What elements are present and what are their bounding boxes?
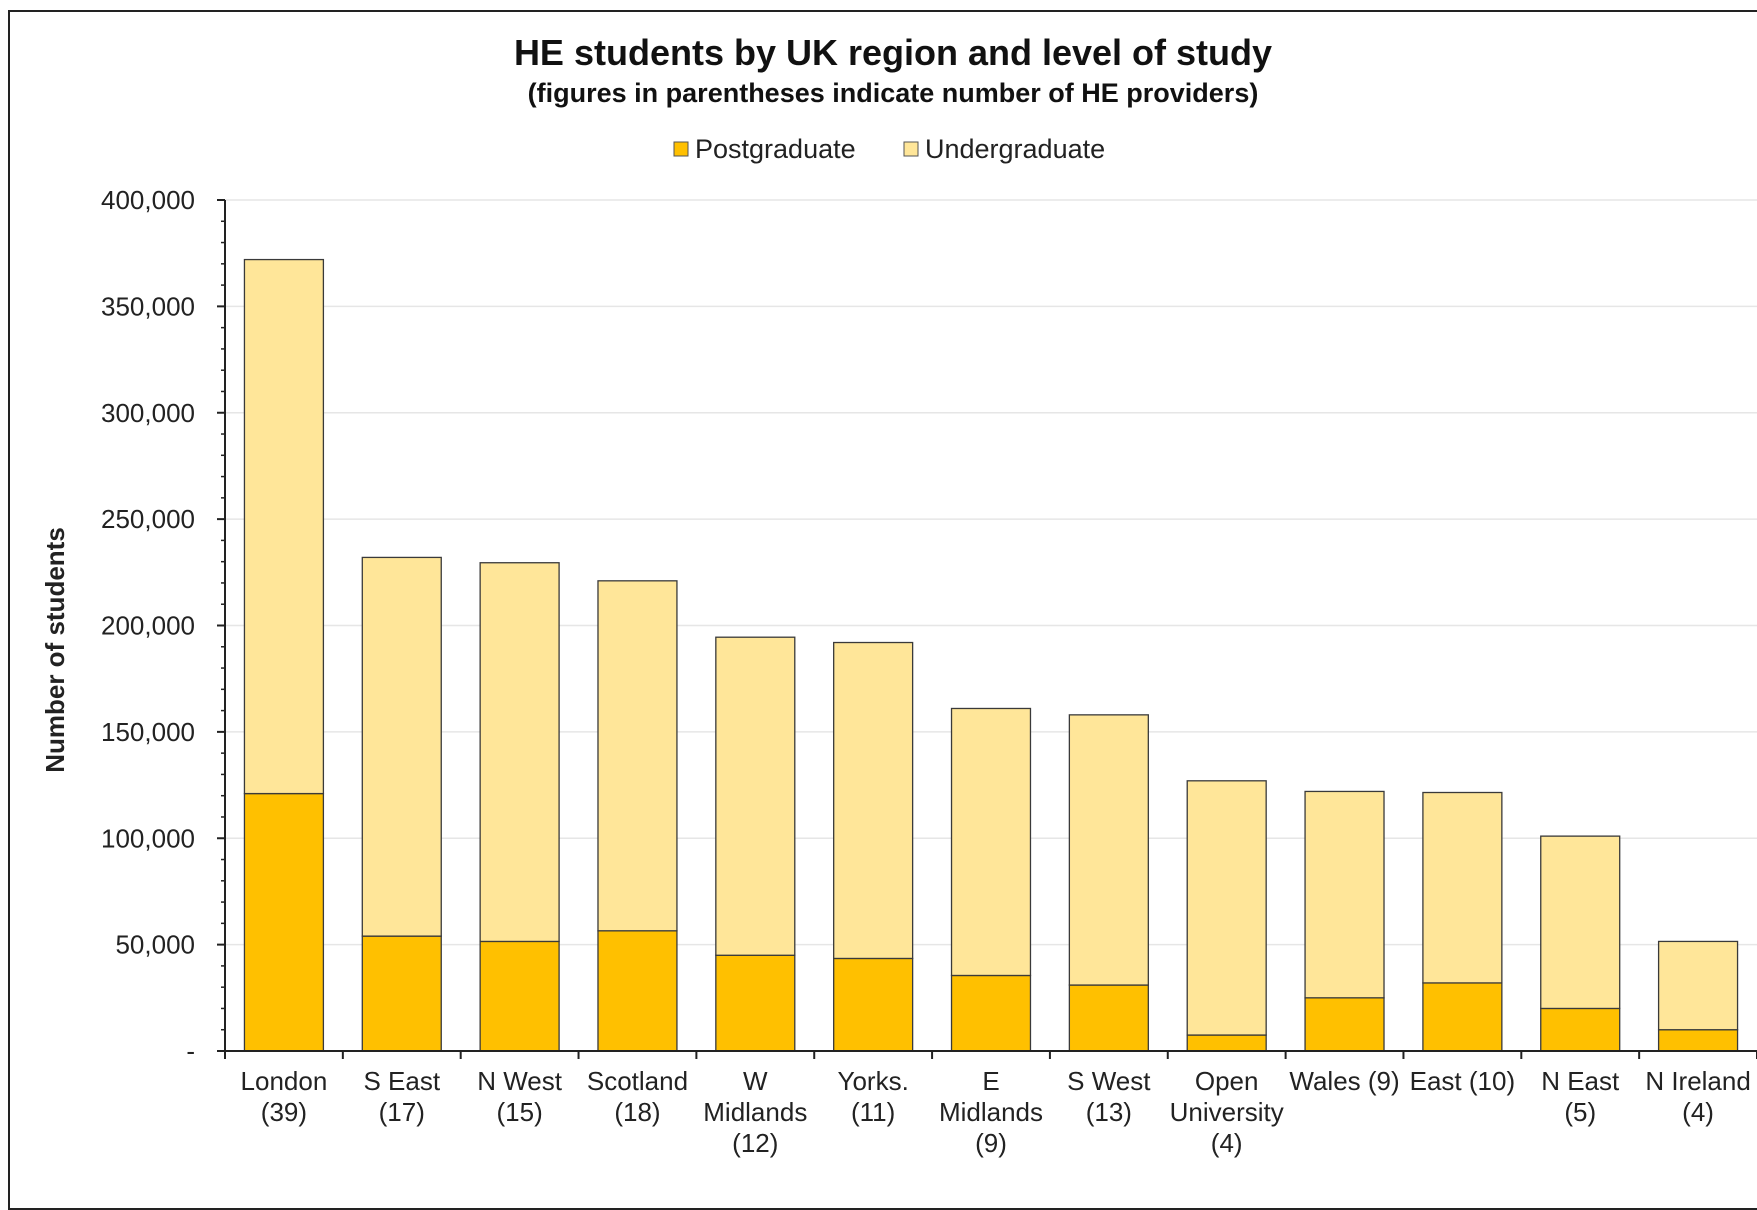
y-axis-title: Number of students bbox=[40, 527, 70, 773]
chart-subtitle: (figures in parentheses indicate number … bbox=[528, 78, 1259, 108]
bar-postgraduate bbox=[1068, 984, 1149, 1052]
bar-postgraduate bbox=[597, 930, 678, 1052]
bar-undergraduate bbox=[243, 258, 325, 795]
bars bbox=[243, 258, 1739, 1052]
bar-undergraduate bbox=[833, 641, 914, 960]
bar-postgraduate bbox=[243, 792, 325, 1052]
x-category-label: S West (13) bbox=[1067, 1066, 1151, 1127]
bar-undergraduate bbox=[1657, 940, 1739, 1031]
x-category-labels: London (39) S East (17) N West (15) Scotland (1… bbox=[241, 1066, 1751, 1158]
x-category-label: E Midlands (9) bbox=[939, 1066, 1043, 1158]
bar-undergraduate bbox=[1422, 791, 1503, 984]
bar-undergraduate bbox=[597, 580, 678, 932]
y-tick-labels: - 50,000 100,000 150,000 200,000 250,000 300,0… bbox=[101, 185, 195, 1066]
bar-undergraduate bbox=[1068, 714, 1149, 986]
stacked-bar-chart: HE students by UK region and level of st… bbox=[40, 32, 1757, 1158]
bar-undergraduate bbox=[1186, 780, 1267, 1036]
chart-frame: HE students by UK region and level of st… bbox=[8, 10, 1757, 1210]
x-category-label: S East (17) bbox=[363, 1066, 440, 1127]
bar-undergraduate bbox=[479, 562, 560, 943]
y-tick-label: 400,000 bbox=[101, 185, 195, 215]
bar-postgraduate bbox=[1422, 982, 1503, 1052]
bar-postgraduate bbox=[833, 957, 914, 1052]
x-category-label: Scotland (18) bbox=[587, 1066, 688, 1127]
x-category-label: London (39) bbox=[241, 1066, 328, 1127]
x-category-label: W Midlands (12) bbox=[703, 1066, 807, 1158]
bar-postgraduate bbox=[1304, 997, 1385, 1052]
axes bbox=[217, 199, 1757, 1059]
x-category-label: N East (5) bbox=[1541, 1066, 1620, 1127]
bar-undergraduate bbox=[361, 556, 442, 937]
legend-label-undergraduate: Undergraduate bbox=[925, 134, 1105, 164]
bar-undergraduate bbox=[950, 707, 1032, 977]
bar-undergraduate bbox=[1304, 790, 1385, 999]
bar-undergraduate bbox=[1540, 835, 1621, 1010]
x-category-label: N West (15) bbox=[477, 1066, 563, 1127]
x-category-label: N Ireland (4) bbox=[1645, 1066, 1751, 1127]
bar-postgraduate bbox=[1186, 1034, 1267, 1052]
legend-swatch-postgraduate bbox=[673, 141, 689, 157]
bar-postgraduate bbox=[715, 954, 796, 1052]
y-tick-label: 100,000 bbox=[101, 823, 195, 853]
legend-label-postgraduate: Postgraduate bbox=[695, 134, 856, 164]
y-tick-label: - bbox=[186, 1036, 195, 1066]
bar-undergraduate bbox=[715, 636, 796, 956]
x-category-label: Wales (9) bbox=[1289, 1066, 1399, 1096]
bar-postgraduate bbox=[479, 940, 560, 1052]
bar-postgraduate bbox=[361, 935, 442, 1052]
y-tick-label: 150,000 bbox=[101, 717, 195, 747]
legend: Postgraduate Undergraduate bbox=[673, 134, 1105, 164]
bar-postgraduate bbox=[1540, 1007, 1621, 1052]
y-tick-label: 50,000 bbox=[115, 930, 195, 960]
bar-postgraduate bbox=[950, 974, 1032, 1052]
legend-swatch-undergraduate bbox=[903, 141, 919, 157]
bar-postgraduate bbox=[1657, 1029, 1739, 1052]
chart-title: HE students by UK region and level of st… bbox=[514, 32, 1272, 73]
y-tick-label: 350,000 bbox=[101, 291, 195, 321]
x-category-label: East (10) bbox=[1410, 1066, 1516, 1096]
y-tick-label: 300,000 bbox=[101, 398, 195, 428]
x-category-label: Open University (4) bbox=[1170, 1066, 1284, 1158]
y-tick-label: 200,000 bbox=[101, 611, 195, 641]
y-tick-label: 250,000 bbox=[101, 504, 195, 534]
x-category-label: Yorks. (11) bbox=[838, 1066, 909, 1127]
